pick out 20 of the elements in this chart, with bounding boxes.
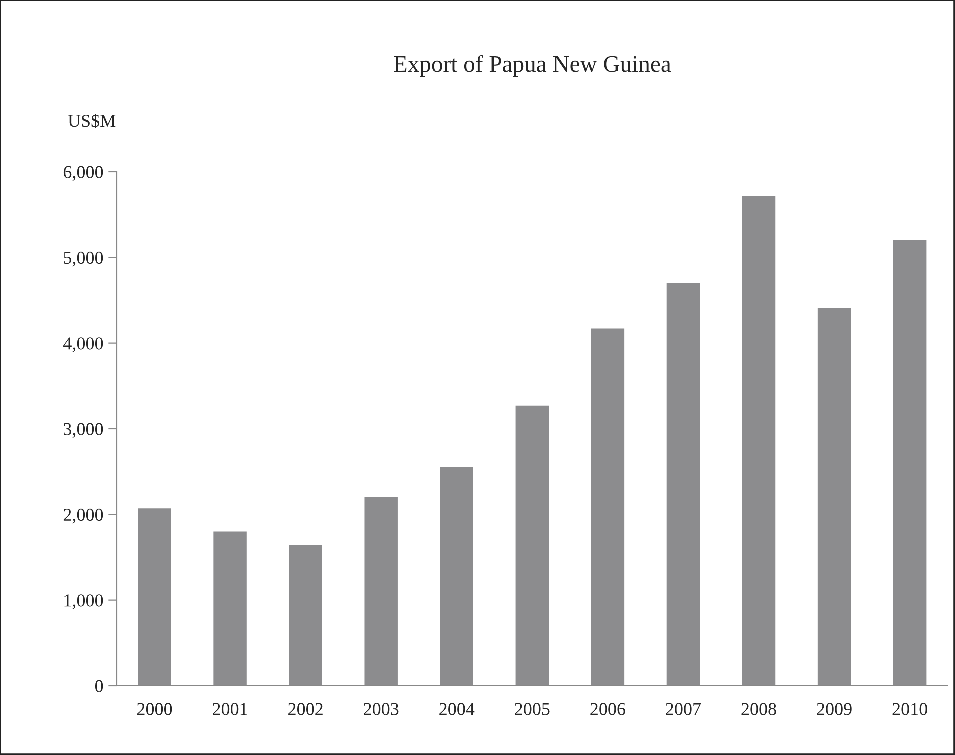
y-axis-title: US$M — [68, 114, 116, 128]
chart-title: Export of Papua New Guinea — [394, 55, 672, 78]
y-tick-label: 3,000 — [64, 423, 104, 438]
x-tick-label: 2007 — [666, 703, 702, 716]
y-tick-label: 4,000 — [64, 338, 104, 352]
y-tick-label: 1,000 — [64, 594, 104, 610]
x-tick-label: 2000 — [137, 703, 172, 716]
x-tick-label: 2008 — [742, 703, 776, 716]
y-tick-label: 6,000 — [64, 166, 104, 182]
y-tick-label: 5,000 — [64, 252, 104, 267]
x-tick-label: 2009 — [817, 703, 852, 716]
x-tick-label: 2001 — [213, 703, 248, 716]
x-tick-label: 2002 — [288, 703, 323, 716]
y-tick-label: 0 — [95, 680, 104, 692]
x-tick-label: 2010 — [892, 703, 928, 716]
y-tick-label: 2,000 — [64, 508, 104, 524]
x-tick-label: 2005 — [515, 703, 550, 716]
x-tick-label: 2006 — [590, 703, 626, 716]
x-tick-label: 2004 — [440, 703, 475, 716]
x-tick-label: 2003 — [364, 703, 399, 716]
